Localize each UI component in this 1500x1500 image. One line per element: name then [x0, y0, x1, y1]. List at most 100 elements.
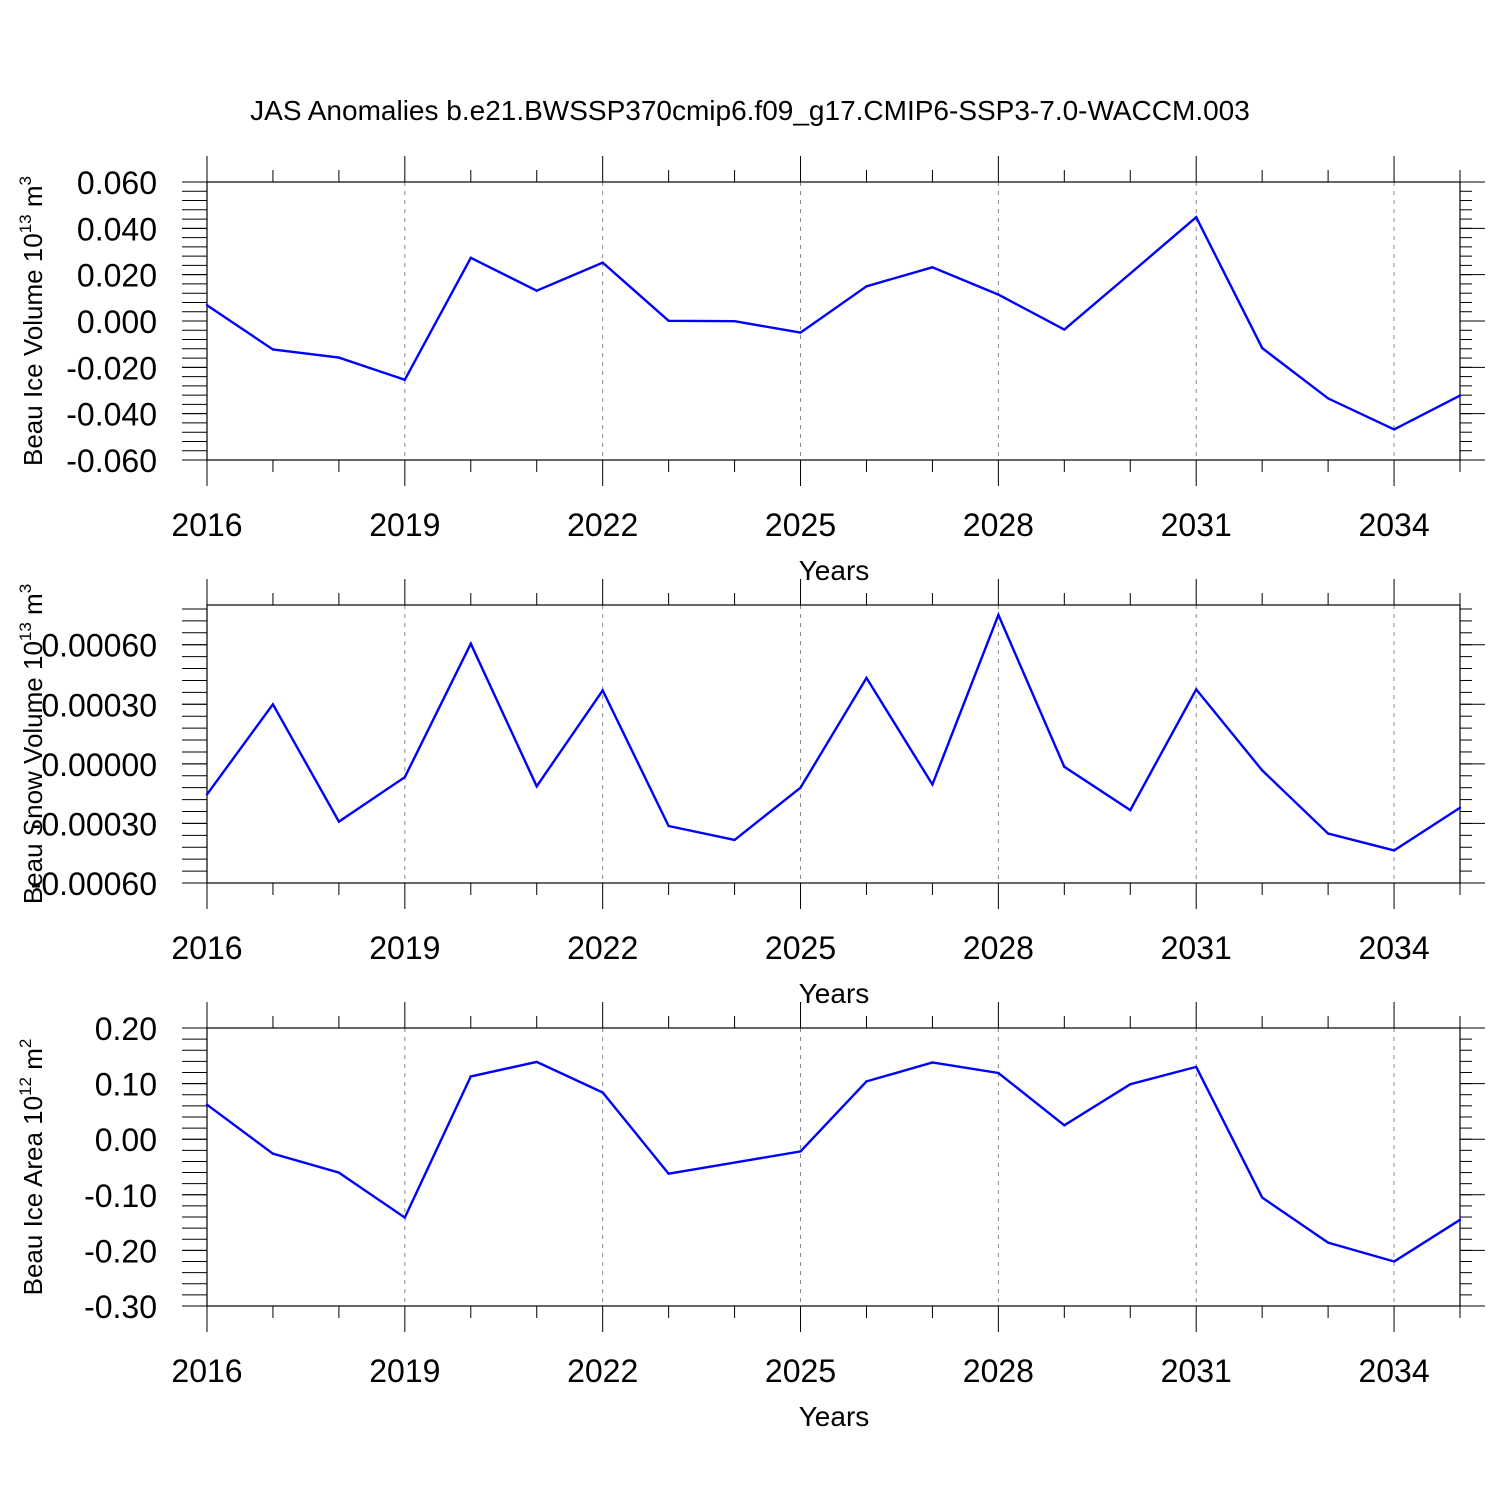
x-tick-label: 2016 [171, 1353, 242, 1389]
series-line [206, 1060, 1461, 1263]
data-point [997, 613, 1000, 617]
chart-panel-ice-area: 2016 2019 2022 2025 2028 2031 2034 Years -0.30 -0… [16, 1002, 1485, 1432]
chart-panel-snow-volume: 2016 2019 2022 2025 2028 2031 2034 Years -0.0006… [16, 579, 1485, 1009]
x-tick-label: 2022 [567, 1353, 638, 1389]
y-axis-label: Beau Ice Area 1012 m2 [16, 1039, 48, 1296]
data-point [733, 1161, 736, 1164]
y-axis-label: Beau Ice Volume 1013 m3 [16, 176, 48, 466]
data-point [799, 331, 802, 334]
y-tick-label: 0.040 [77, 211, 157, 247]
data-point [1129, 1082, 1132, 1086]
plot-frame [206, 181, 1461, 461]
data-point [535, 1060, 538, 1064]
data-point [271, 1152, 275, 1155]
y-tick-label: 0.00060 [41, 628, 157, 664]
y-tick-label: -0.20 [84, 1233, 157, 1269]
y-tick-label: -0.060 [66, 443, 157, 479]
y-tick-label: 0.10 [95, 1067, 157, 1103]
data-point [1392, 849, 1396, 852]
data-point [535, 785, 538, 788]
data-point [799, 786, 802, 789]
data-point [931, 1061, 934, 1064]
x-axis-label: Years [799, 555, 870, 586]
chart-panel-ice-volume: 2016 2019 2022 2025 2028 2031 2034 Years -0.060 -… [16, 156, 1485, 586]
data-point [865, 676, 868, 680]
data-point [865, 1080, 868, 1083]
plot-frame [206, 1027, 1461, 1307]
x-tick-label: 2028 [963, 507, 1034, 543]
x-tick-label: 2025 [765, 507, 836, 543]
y-tick-label: 0.020 [77, 258, 157, 294]
data-point [535, 289, 538, 292]
data-point [1392, 1260, 1396, 1263]
series-line [206, 215, 1461, 431]
data-point [403, 1216, 407, 1219]
y-tick-label: 0.20 [95, 1011, 157, 1047]
x-tick-label: 2034 [1358, 507, 1429, 543]
data-point [997, 293, 1000, 296]
y-tick-label: -0.020 [66, 350, 157, 386]
data-point [337, 820, 341, 823]
data-point [205, 1103, 209, 1106]
data-point [1195, 688, 1198, 691]
x-tick-label: 2034 [1358, 930, 1429, 966]
x-axis-label: Years [799, 978, 870, 1009]
y-axis-label: Beau Snow Volume 1013 m3 [16, 584, 48, 904]
y-tick-label: -0.00030 [31, 806, 157, 842]
data-point [337, 356, 341, 359]
data-point [1195, 1065, 1198, 1069]
x-tick-label: 2022 [567, 930, 638, 966]
data-point [1129, 272, 1132, 275]
data-point [403, 775, 407, 779]
data-point [931, 266, 934, 269]
data-point [1392, 428, 1396, 431]
x-tick-label: 2028 [963, 930, 1034, 966]
data-point [733, 838, 736, 842]
y-axis-label-unit: m [18, 185, 48, 214]
y-tick-label: 0.000 [77, 304, 157, 340]
data-point [1458, 806, 1462, 809]
data-point [667, 319, 670, 322]
x-axis-label: Years [799, 1401, 870, 1432]
x-tick-label: 2019 [369, 930, 440, 966]
x-tick-label: 2025 [765, 930, 836, 966]
x-tick-label: 2022 [567, 507, 638, 543]
data-point [1063, 765, 1066, 769]
data-point [1458, 394, 1462, 397]
data-point [1129, 808, 1132, 812]
x-tick-label: 2034 [1358, 1353, 1429, 1389]
data-point [337, 1171, 341, 1174]
y-tick-label: 0.00 [95, 1122, 157, 1158]
plot-frame [206, 604, 1461, 884]
data-point [667, 824, 670, 828]
data-point [1458, 1218, 1462, 1222]
series-line [206, 611, 1461, 852]
x-tick-label: 2016 [171, 930, 242, 966]
x-tick-label: 2031 [1161, 930, 1232, 966]
y-axis-label-unit: m [18, 593, 48, 622]
data-point [1063, 1124, 1066, 1127]
x-tick-label: 2019 [369, 1353, 440, 1389]
data-point [865, 285, 868, 288]
panels: 2016 2019 2022 2025 2028 2031 2034 Years -0.060 -… [16, 156, 1485, 1432]
data-point [733, 320, 736, 323]
y-tick-label: 0.00030 [41, 687, 157, 723]
data-point [1326, 397, 1330, 400]
data-point [931, 783, 934, 786]
data-point [1195, 216, 1198, 219]
y-axis-label-text: Beau Ice Area 10 [18, 1096, 48, 1295]
y-axis-label-text: Beau Ice Volume 10 [18, 233, 48, 466]
y-axis-label-unit-exponent: 3 [16, 584, 35, 593]
y-tick-label: -0.30 [84, 1289, 157, 1325]
y-tick-label: -0.00060 [31, 866, 157, 902]
data-point [403, 378, 407, 382]
figure-title: JAS Anomalies b.e21.BWSSP370cmip6.f09_g1… [250, 95, 1250, 126]
y-axis-label-exponent: 13 [16, 214, 35, 233]
data-point [997, 1071, 1000, 1075]
data-point [469, 256, 472, 259]
data-point [271, 703, 275, 706]
data-point [469, 642, 472, 645]
data-point [205, 793, 209, 796]
data-point [601, 1091, 604, 1094]
